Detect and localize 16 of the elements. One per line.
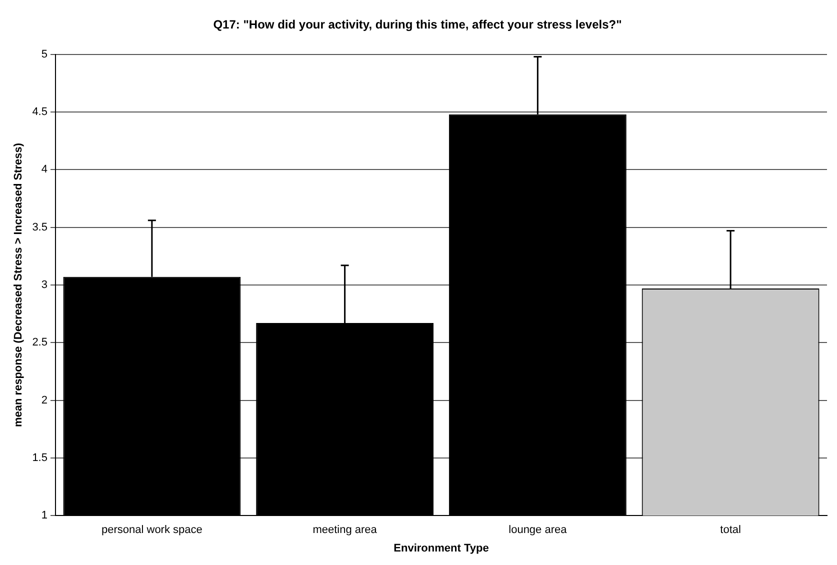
x-axis-title: Environment Type [394,542,489,554]
y-tick-label: 1.5 [32,452,48,464]
y-tick-label: 3 [41,279,48,292]
x-tick-label: lounge area [508,524,568,536]
x-tick-label: total [720,524,741,536]
x-tick-label: personal work space [101,524,202,536]
y-tick-label: 4.5 [32,106,48,118]
x-tick-label: meeting area [312,524,378,536]
y-tick-label: 5 [41,48,48,60]
y-tick-label: 2.5 [32,336,48,349]
y-axis-title: mean response (Decreased Stress > Increased Stress) [12,142,25,428]
y-tick-label: 4 [41,164,48,176]
y-tick-label: 3.5 [32,221,48,234]
y-tick-label: 2 [41,394,48,406]
y-tick-label: 1 [41,510,48,522]
chart-title: Q17: "How did your activity, during this time, affect your stress levels?" [213,18,622,32]
